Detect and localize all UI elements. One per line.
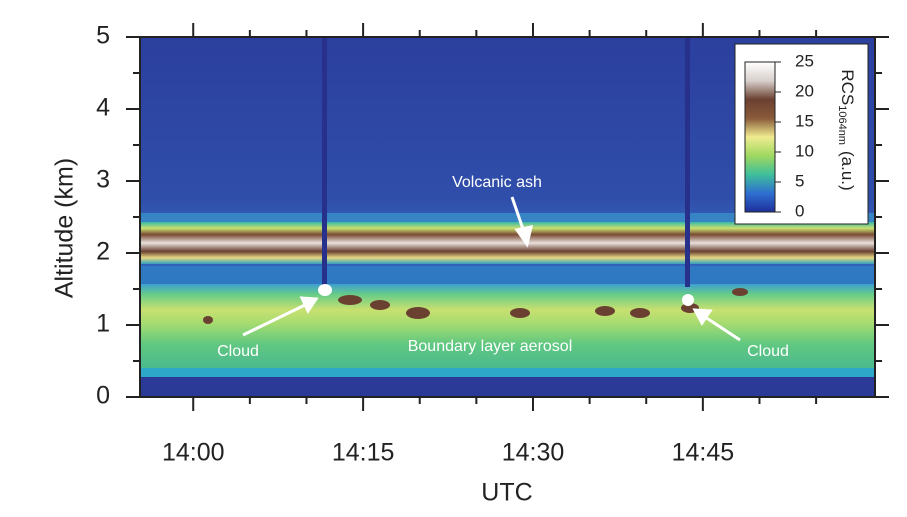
x-tick-label: 14:00 <box>162 439 225 467</box>
x-tick-label: 14:15 <box>332 439 395 467</box>
x-tick-label: 14:30 <box>502 439 565 467</box>
y-axis-title: Altitude (km) <box>51 158 79 298</box>
annotation: Boundary layer aerosol <box>408 338 573 355</box>
colorbar-tick-label: 25 <box>795 51 814 70</box>
annotation: Volcanic ash <box>452 174 542 191</box>
y-tick-label: 1 <box>96 310 110 338</box>
colorbar-tick-label: 15 <box>795 111 814 130</box>
annotation: Cloud <box>217 343 259 360</box>
colorbar-units: (a.u.) <box>838 151 857 191</box>
x-axis-title: UTC <box>481 479 532 507</box>
colorbar-tick-label: 0 <box>795 201 804 220</box>
colorbar <box>745 62 775 212</box>
colorbar-label-sub: 1064nm <box>836 105 848 145</box>
y-tick-label: 5 <box>96 22 110 50</box>
colorbar-tick-label: 5 <box>795 171 804 190</box>
colorbar-tick-label: 20 <box>795 81 814 100</box>
chart: Volcanic ash Cloud Boundary layer aeroso… <box>0 0 907 512</box>
y-tick-label: 2 <box>96 238 110 266</box>
colorbar-label: RCS <box>838 69 857 105</box>
x-tick-label: 14:45 <box>672 439 735 467</box>
annotation: Cloud <box>747 343 789 360</box>
colorbar-tick-label: 10 <box>795 141 814 160</box>
y-tick-label: 0 <box>96 382 110 410</box>
y-tick-label: 4 <box>96 94 110 122</box>
y-tick-label: 3 <box>96 166 110 194</box>
